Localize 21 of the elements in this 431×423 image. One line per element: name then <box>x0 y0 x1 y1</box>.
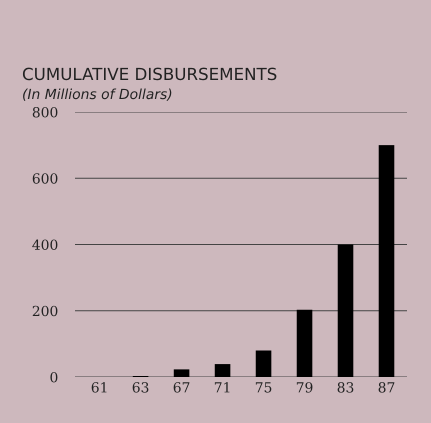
y-tick-label: 200 <box>32 306 58 316</box>
x-tick-label: 63 <box>132 382 148 393</box>
bar <box>214 364 230 377</box>
x-tick-label: 67 <box>174 382 190 393</box>
x-tick-label: 87 <box>378 382 394 393</box>
bar <box>296 310 312 377</box>
chart-subtitle: (In Millions of Dollars) <box>23 88 172 101</box>
y-tick-label: 0 <box>50 372 58 382</box>
x-tick-label: 71 <box>214 382 230 392</box>
bar <box>338 244 354 377</box>
x-tick-label: 79 <box>296 382 312 393</box>
bar <box>256 350 272 377</box>
chart-title: CUMULATIVE DISBURSEMENTS <box>22 68 276 80</box>
y-tick-label: 600 <box>32 173 58 184</box>
x-tick-label: 75 <box>256 382 272 393</box>
x-tick-label: 61 <box>92 382 106 393</box>
bar <box>174 369 190 377</box>
y-tick-label: 800 <box>32 106 58 118</box>
bar <box>378 145 394 377</box>
x-tick-label: 83 <box>338 382 354 393</box>
y-tick-label: 400 <box>32 239 58 250</box>
